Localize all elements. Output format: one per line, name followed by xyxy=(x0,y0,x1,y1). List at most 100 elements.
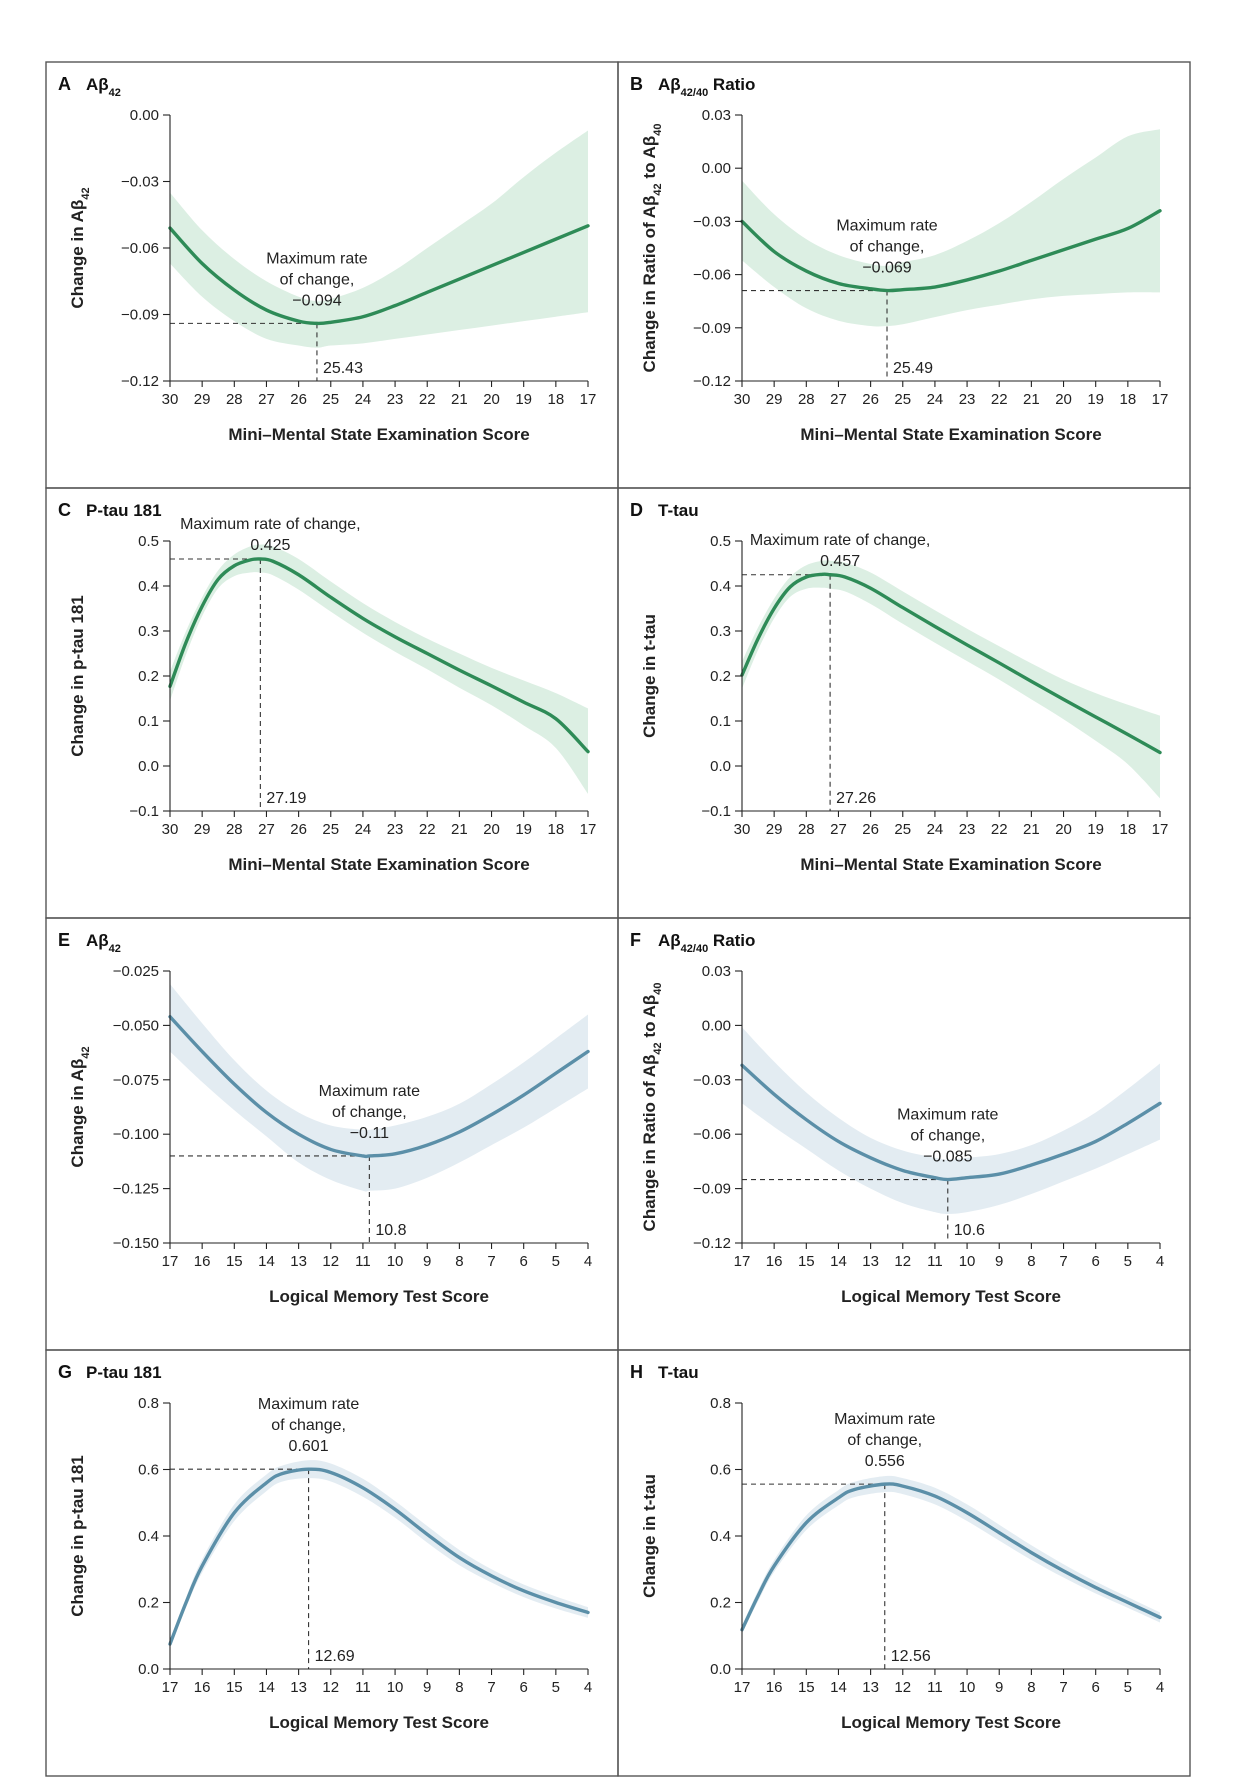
y-tick-label: 0.4 xyxy=(710,1528,731,1545)
x-tick-label: 6 xyxy=(1092,1679,1100,1696)
x-tick-label: 16 xyxy=(194,1253,211,1270)
x-tick-label: 11 xyxy=(927,1253,943,1270)
x-tick-label: 25 xyxy=(894,821,911,838)
x-tick-label: 24 xyxy=(927,391,944,408)
y-axis-title-part: Change in Ratio of Aβ xyxy=(640,196,659,373)
panel-D: D T-tau 0.5 0.4 0.3 0.2 0.1 0.0 −0.130 29 28 27 26 25… xyxy=(617,487,1191,919)
peak-x-value-label: 25.43 xyxy=(323,360,363,377)
x-tick-label: 22 xyxy=(419,391,436,408)
x-tick-label: 16 xyxy=(194,1679,211,1696)
y-axis-title: Change in Ratio of Aβ42 to Aβ40 xyxy=(640,124,664,373)
x-tick-label: 30 xyxy=(734,821,751,838)
y-tick-label: 0.1 xyxy=(710,713,731,730)
x-tick-label: 18 xyxy=(548,391,565,408)
x-tick-label: 12 xyxy=(322,1679,339,1696)
x-tick-label: 15 xyxy=(798,1253,815,1270)
y-axis-title-part: Change in t-tau xyxy=(640,614,659,738)
max-rate-annotation: 0.601 xyxy=(289,1438,329,1455)
y-axis-title-part: Change in Aβ xyxy=(68,1059,87,1168)
y-tick-label: 0.0 xyxy=(138,1661,159,1678)
x-tick-label: 19 xyxy=(515,391,532,408)
panel-F: F Aβ42/40 Ratio 0.03 0.00 −0.03 −0.06 −0.09 −0.… xyxy=(617,917,1191,1351)
x-tick-label: 19 xyxy=(1087,821,1104,838)
x-tick-label: 17 xyxy=(1152,821,1169,838)
panel-title-part: 42/40 xyxy=(681,87,709,99)
x-tick-label: 7 xyxy=(487,1253,495,1270)
x-tick-label: 4 xyxy=(1156,1679,1164,1696)
panel-title-part: Aβ xyxy=(86,75,109,94)
x-tick-label: 18 xyxy=(1120,391,1137,408)
x-tick-label: 30 xyxy=(162,821,179,838)
x-tick-label: 20 xyxy=(1055,821,1072,838)
x-tick-label: 9 xyxy=(423,1253,431,1270)
series-line xyxy=(740,209,1162,293)
panel-title-part: Aβ xyxy=(658,931,681,950)
max-rate-annotation: of change, xyxy=(850,239,925,256)
y-axis-title: Change in Aβ42 xyxy=(68,1046,92,1167)
x-tick-label: 17 xyxy=(1152,391,1169,408)
confidence-band xyxy=(170,130,588,348)
y-axis-title: Change in t-tau xyxy=(640,1474,659,1598)
x-tick-label: 16 xyxy=(766,1253,783,1270)
panel-title: Aβ42/40 Ratio xyxy=(658,75,755,99)
x-tick-label: 17 xyxy=(162,1679,179,1696)
y-axis-title: Change in p-tau 181 xyxy=(68,595,87,757)
x-tick-label: 26 xyxy=(290,391,307,408)
x-tick-label: 7 xyxy=(1059,1253,1067,1270)
x-axis-title: Mini–Mental State Examination Score xyxy=(800,855,1101,874)
x-tick-label: 23 xyxy=(959,821,976,838)
x-axis-title: Mini–Mental State Examination Score xyxy=(228,425,529,444)
x-tick-label: 10 xyxy=(387,1253,404,1270)
y-tick-label: −0.100 xyxy=(113,1126,159,1143)
y-tick-label: −0.12 xyxy=(121,373,159,390)
max-rate-annotation: Maximum rate xyxy=(897,1107,998,1124)
y-tick-label: −0.03 xyxy=(693,1072,731,1089)
x-tick-label: 13 xyxy=(862,1679,879,1696)
y-axis-title-part: 42 xyxy=(652,1042,664,1054)
max-rate-annotation: of change, xyxy=(280,271,355,288)
x-tick-label: 8 xyxy=(1027,1679,1035,1696)
x-tick-label: 8 xyxy=(455,1679,463,1696)
y-tick-label: 0.3 xyxy=(138,623,159,640)
y-tick-label: −0.03 xyxy=(693,213,731,230)
x-tick-label: 6 xyxy=(520,1253,528,1270)
max-rate-annotation: −0.069 xyxy=(862,260,911,277)
x-tick-label: 12 xyxy=(894,1679,911,1696)
panel-H: H T-tau 0.8 0.6 0.4 0.2 0.017 16 15 14 13 12 11 10 9 8 7… xyxy=(617,1349,1191,1777)
y-tick-label: −0.150 xyxy=(113,1235,159,1252)
panel-title-part: Aβ xyxy=(658,75,681,94)
x-tick-label: 22 xyxy=(419,821,436,838)
series-line xyxy=(168,1015,590,1159)
x-tick-label: 23 xyxy=(387,391,404,408)
y-tick-label: −0.06 xyxy=(121,240,159,257)
x-tick-label: 20 xyxy=(483,821,500,838)
y-axis-title-part: Change in p-tau 181 xyxy=(68,595,87,757)
x-tick-label: 14 xyxy=(258,1253,275,1270)
max-rate-annotation: −0.085 xyxy=(923,1149,972,1166)
y-tick-label: 0.2 xyxy=(710,668,731,685)
y-tick-label: 0.4 xyxy=(710,578,731,595)
panel-title-part: 42/40 xyxy=(681,943,709,955)
panel-title-part: Ratio xyxy=(708,75,755,94)
max-rate-annotation: Maximum rate of change, xyxy=(750,532,931,549)
max-rate-annotation: Maximum rate xyxy=(266,250,367,267)
y-tick-label: 0.8 xyxy=(138,1395,159,1412)
x-tick-label: 19 xyxy=(515,821,532,838)
x-tick-label: 17 xyxy=(580,391,597,408)
x-tick-label: 27 xyxy=(258,391,275,408)
y-axis-title-part: Change in p-tau 181 xyxy=(68,1455,87,1617)
max-rate-annotation: −0.11 xyxy=(350,1125,389,1142)
y-tick-label: 0.03 xyxy=(702,107,731,124)
y-tick-label: 0.0 xyxy=(710,1661,731,1678)
max-rate-annotation: −0.094 xyxy=(292,292,341,309)
y-tick-label: 0.00 xyxy=(130,107,159,124)
x-tick-label: 23 xyxy=(959,391,976,408)
panel-frame xyxy=(617,1349,1191,1777)
y-axis-title-part: Change in Ratio of Aβ xyxy=(640,1055,659,1232)
y-axis-title: Change in Aβ42 xyxy=(68,187,92,308)
panel-title-part: Ratio xyxy=(708,931,755,950)
max-rate-annotation: Maximum rate xyxy=(834,1411,935,1428)
x-tick-label: 5 xyxy=(1124,1679,1132,1696)
max-rate-annotation: 0.556 xyxy=(865,1453,905,1470)
